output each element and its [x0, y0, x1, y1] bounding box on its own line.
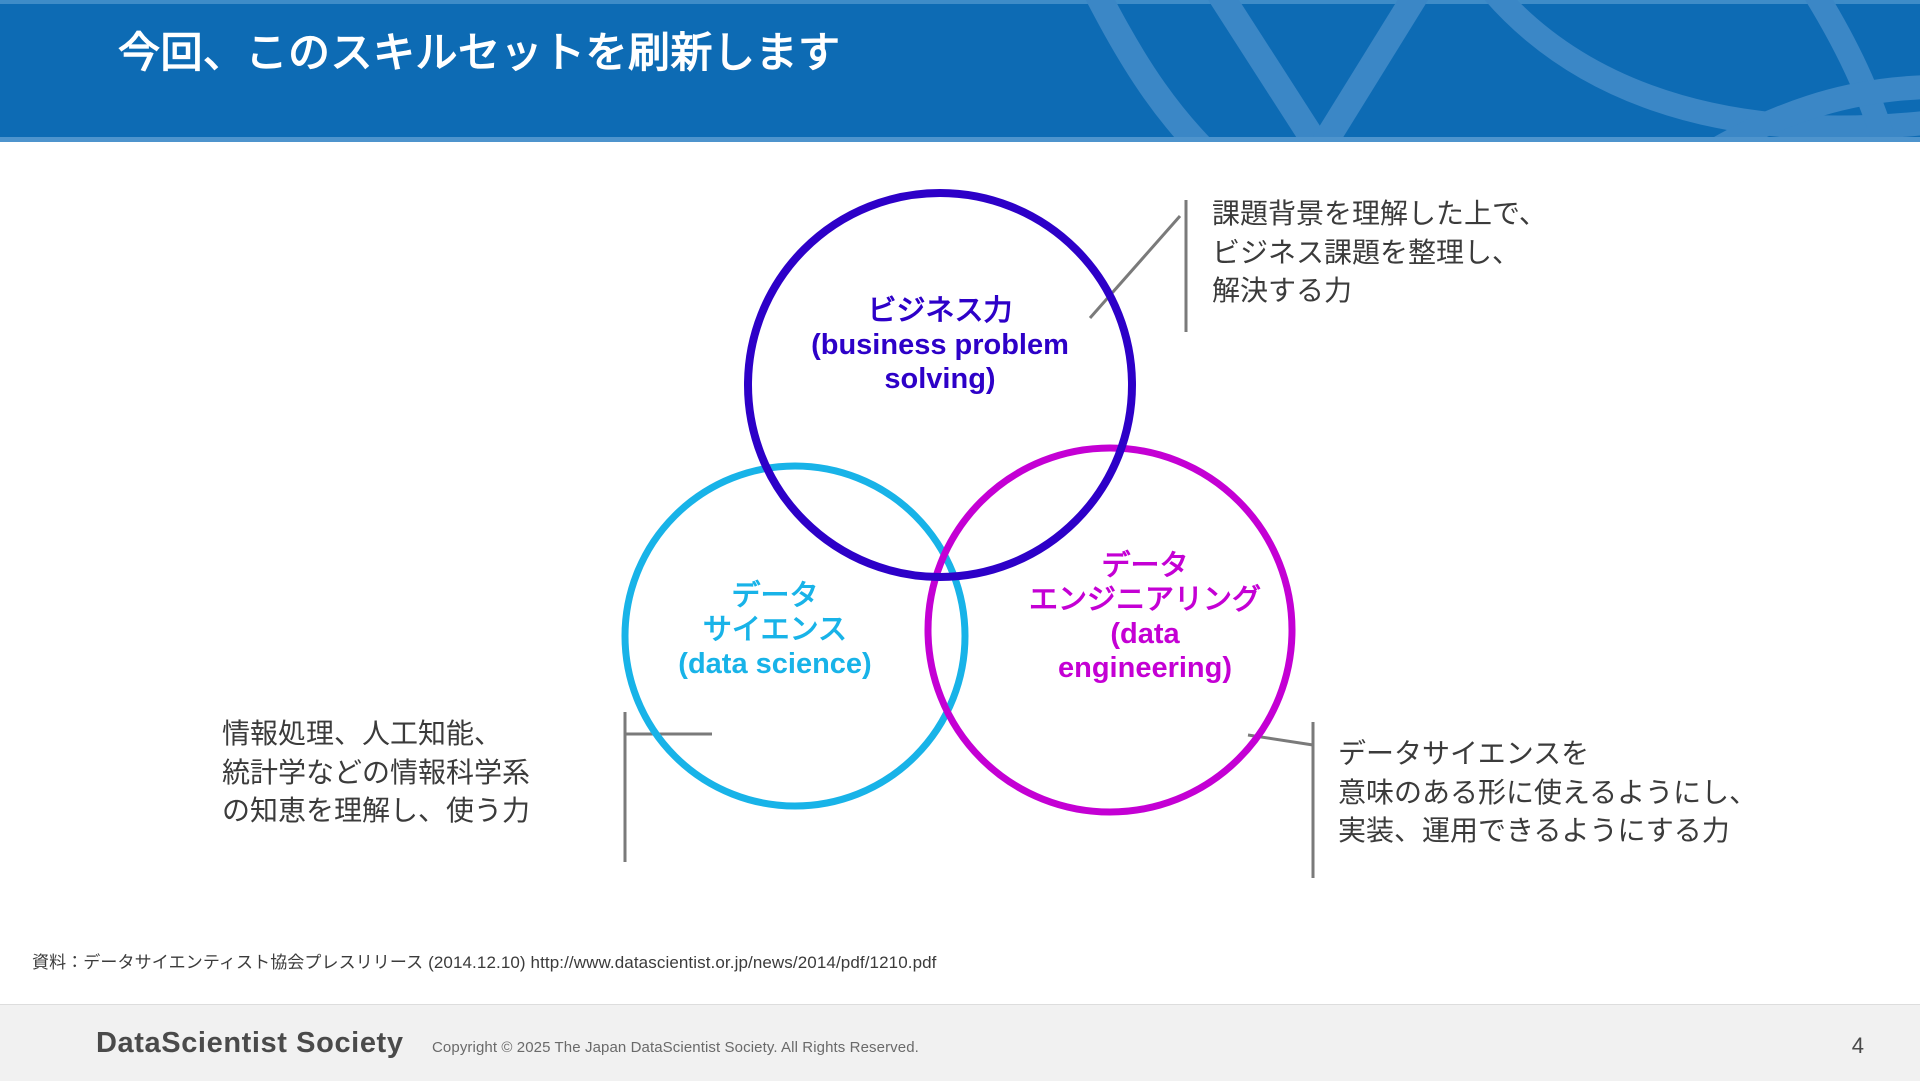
footer-copyright: Copyright © 2025 The Japan DataScientist… [432, 1039, 919, 1056]
header-bottom-rule [0, 137, 1920, 142]
header-decoration-graphic [1085, 0, 1920, 142]
callout-leader-lines [623, 200, 1315, 878]
slide-header: 今回、このスキルセットを刷新します [0, 0, 1920, 142]
callout-business: 課題背景を理解した上で、 ビジネス課題を整理し、 解決する力 [1212, 198, 1547, 307]
leader-line-business [1088, 215, 1182, 319]
page-number: 4 [1851, 1033, 1864, 1058]
callout-data-science: 情報処理、人工知能、 統計学などの情報科学系 の知恵を理解し、使う力 [222, 718, 531, 827]
header-top-rule [0, 0, 1920, 4]
page-title: 今回、このスキルセットを刷新します [118, 29, 841, 76]
footer-logo: DataScientist Society [96, 1027, 404, 1059]
circle-business [744, 189, 1136, 581]
circle-label-data-science: データ サイエンス (data science) [678, 580, 872, 680]
circle-data-science [621, 462, 969, 810]
slide-footer: DataScientist Society Copyright © 2025 T… [0, 1004, 1920, 1081]
callout-data-engineering: データサイエンスを 意味のある形に使えるようにし、 実装、運用できるようにする力 [1338, 738, 1758, 847]
circle-label-data-engineering: データ エンジニアリング (data engineering) [1028, 550, 1261, 684]
source-note: 資料：データサイエンティスト協会プレスリリース (2014.12.10) htt… [32, 953, 937, 972]
leader-line-data-engineering [1247, 733, 1314, 747]
circle-label-business: ビジネス力 (business problem solving) [811, 295, 1069, 395]
circle-data-engineering [924, 444, 1296, 816]
